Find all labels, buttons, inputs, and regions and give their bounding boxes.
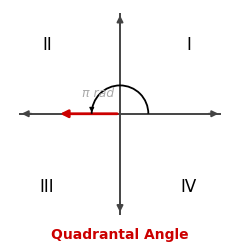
Text: I: I <box>186 36 191 54</box>
Text: π rad: π rad <box>82 87 114 100</box>
Text: Quadrantal Angle: Quadrantal Angle <box>51 228 189 242</box>
Text: III: III <box>40 178 54 196</box>
Text: IV: IV <box>181 178 197 196</box>
Text: II: II <box>42 36 52 54</box>
